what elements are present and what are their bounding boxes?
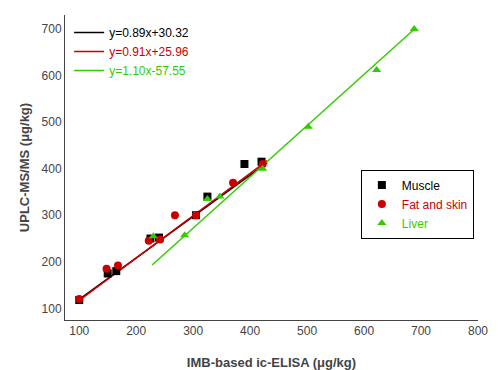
svg-text:IMB-based ic-ELISA (μg/kg): IMB-based ic-ELISA (μg/kg) <box>187 355 356 370</box>
svg-text:700: 700 <box>411 324 431 338</box>
svg-text:500: 500 <box>42 115 62 129</box>
svg-text:200: 200 <box>126 324 146 338</box>
svg-text:400: 400 <box>240 324 260 338</box>
svg-text:y=0.89x+30.32: y=0.89x+30.32 <box>109 26 189 40</box>
svg-text:600: 600 <box>42 69 62 83</box>
svg-text:100: 100 <box>69 324 89 338</box>
svg-text:y=0.91x+25.96: y=0.91x+25.96 <box>109 45 189 59</box>
svg-text:Liver: Liver <box>402 217 428 231</box>
svg-text:y=1.10x-57.55: y=1.10x-57.55 <box>109 64 186 78</box>
svg-text:800: 800 <box>468 324 488 338</box>
svg-text:700: 700 <box>42 22 62 36</box>
svg-text:500: 500 <box>297 324 317 338</box>
svg-text:600: 600 <box>354 324 374 338</box>
svg-text:300: 300 <box>183 324 203 338</box>
svg-text:200: 200 <box>42 255 62 269</box>
svg-text:UPLC-MS/MS (μg/kg): UPLC-MS/MS (μg/kg) <box>17 103 32 232</box>
svg-text:300: 300 <box>42 208 62 222</box>
svg-text:100: 100 <box>42 302 62 316</box>
svg-text:Muscle: Muscle <box>402 179 440 193</box>
svg-text:400: 400 <box>42 162 62 176</box>
svg-text:Fat and skin: Fat and skin <box>402 198 467 212</box>
